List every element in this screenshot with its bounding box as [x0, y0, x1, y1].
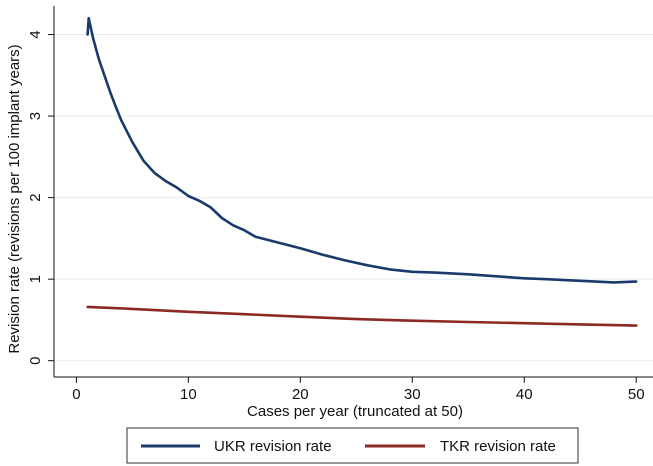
plot-frame — [53, 6, 653, 378]
x-tick-label-2: 20 — [292, 386, 309, 403]
x-tick-label-0: 0 — [72, 386, 80, 403]
series-line-ukr — [86, 16, 638, 284]
x-tick-label-5: 50 — [628, 386, 645, 403]
x-tick-label-1: 10 — [180, 386, 197, 403]
series-line-tkr — [86, 305, 638, 327]
x-axis-title: Cases per year (truncated at 50) — [247, 403, 463, 420]
series-lines — [86, 16, 638, 327]
gridlines — [54, 34, 653, 362]
y-tick-label-3: 3 — [27, 112, 44, 120]
x-tick-label-3: 30 — [404, 386, 421, 403]
y-tick-label-4: 4 — [27, 30, 44, 38]
legend: UKR revision rate TKR revision rate — [126, 427, 579, 464]
y-tick-label-2: 2 — [27, 193, 44, 201]
y-axis: 0 1 2 3 4 — [27, 30, 54, 365]
x-tick-label-4: 40 — [516, 386, 533, 403]
legend-label-ukr: UKR revision rate — [214, 438, 332, 455]
legend-label-tkr: TKR revision rate — [440, 438, 556, 455]
x-axis: 0 10 20 30 40 50 — [72, 377, 645, 403]
y-tick-label-0: 0 — [27, 357, 44, 365]
y-tick-label-1: 1 — [27, 275, 44, 283]
legend-box — [126, 427, 579, 464]
y-axis-title: Revision rate (revisions per 100 implant… — [6, 44, 23, 353]
